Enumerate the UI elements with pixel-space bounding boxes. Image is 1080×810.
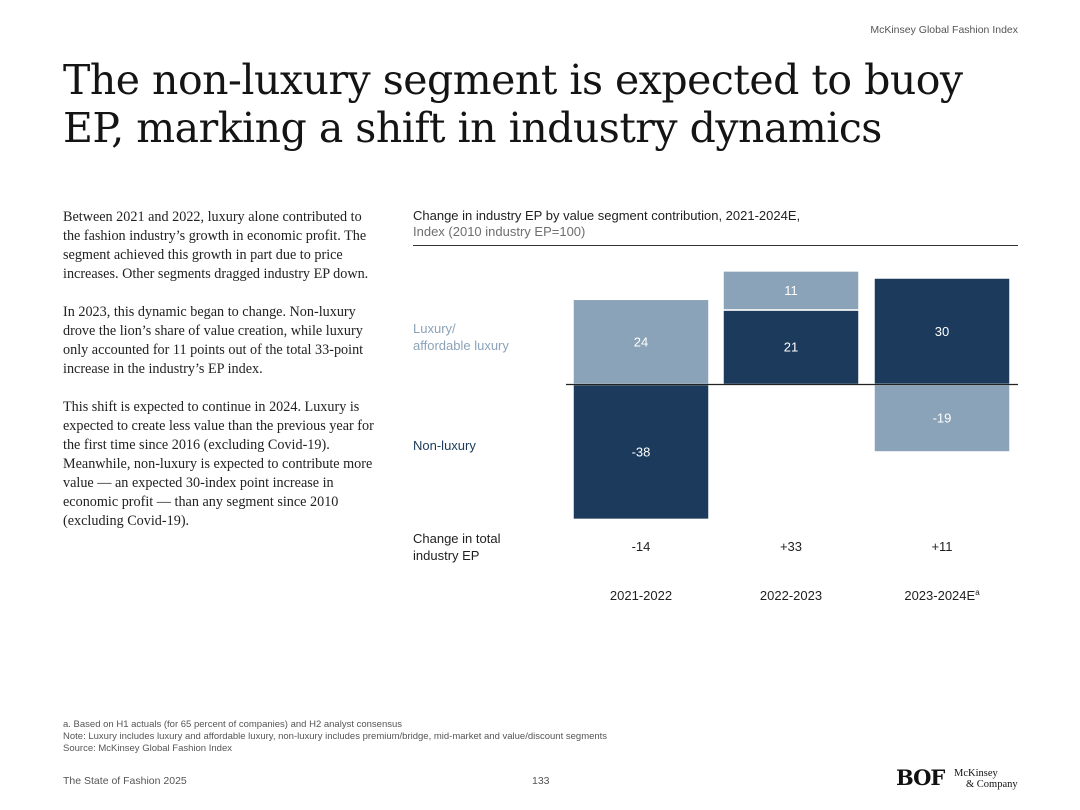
total-change-2023-2024E: +11 (931, 539, 952, 554)
legend-luxury: Luxury/ affordable luxury (413, 320, 509, 354)
bar-luxury-2023-2024E (873, 383, 1011, 453)
category-label-2022-2023: 2022-2023 (760, 588, 822, 603)
bar-non-luxury-2022-2023 (722, 309, 860, 386)
header-source: McKinsey Global Fashion Index (870, 24, 1018, 36)
bar-label-non-luxury-2021-2022: -38 (632, 444, 651, 459)
bar-luxury-2021-2022 (572, 298, 710, 386)
bar-label-luxury-2021-2022: 24 (634, 334, 648, 349)
bar-label-luxury-2022-2023: 11 (784, 283, 798, 298)
mckinsey-logo-line2: & Company (966, 779, 1018, 790)
legend-luxury-line2: affordable luxury (413, 338, 509, 353)
mckinsey-logo: McKinsey & Company (954, 768, 1018, 790)
page-title: The non-luxury segment is expected to bu… (63, 56, 963, 152)
category-label-2023-2024E: 2023-2024Ea (904, 588, 980, 603)
bar-label-non-luxury-2022-2023: 21 (784, 340, 798, 355)
total-change-label-line1: Change in total (413, 531, 501, 546)
footnote-a: a. Based on H1 actuals (for 65 percent o… (63, 719, 403, 730)
category-label-2021-2022: 2021-2022 (610, 588, 672, 603)
bar-non-luxury-2021-2022 (572, 383, 710, 521)
total-change-label-line2: industry EP (413, 548, 480, 563)
report-name: The State of Fashion 2025 (63, 775, 187, 787)
mckinsey-logo-line1: McKinsey (954, 768, 998, 779)
bof-logo: BOF (896, 765, 945, 790)
body-paragraph-1: Between 2021 and 2022, luxury alone cont… (63, 209, 369, 282)
total-change-label: Change in total industry EP (413, 530, 523, 564)
bar-luxury-2022-2023 (722, 270, 860, 311)
bar-non-luxury-2023-2024E (873, 277, 1011, 386)
body-paragraph-2: In 2023, this dynamic began to change. N… (63, 304, 364, 377)
legend-non-luxury: Non-luxury (413, 438, 476, 453)
bar-label-luxury-2023-2024E: -19 (933, 411, 952, 426)
body-text: Between 2021 and 2022, luxury alone cont… (63, 208, 375, 550)
footnote-note: Note: Luxury includes luxury and afforda… (63, 731, 608, 742)
bar-label-non-luxury-2023-2024E: 30 (935, 324, 949, 339)
body-paragraph-3: This shift is expected to continue in 20… (63, 399, 374, 529)
footnote-source: Source: McKinsey Global Fashion Index (63, 743, 232, 754)
footnotes: a. Based on H1 actuals (for 65 percent o… (63, 719, 607, 755)
chart-title: Change in industry EP by value segment c… (413, 208, 801, 223)
category-footnote-marker: a (975, 588, 980, 597)
total-change-2022-2023: +33 (780, 539, 802, 554)
chart-title-rule (413, 245, 1018, 246)
legend-luxury-line1: Luxury/ (413, 321, 456, 336)
page-number: 133 (532, 775, 550, 787)
chart-subtitle: Index (2010 industry EP=100) (413, 224, 586, 239)
total-change-2021-2022: -14 (632, 539, 651, 554)
